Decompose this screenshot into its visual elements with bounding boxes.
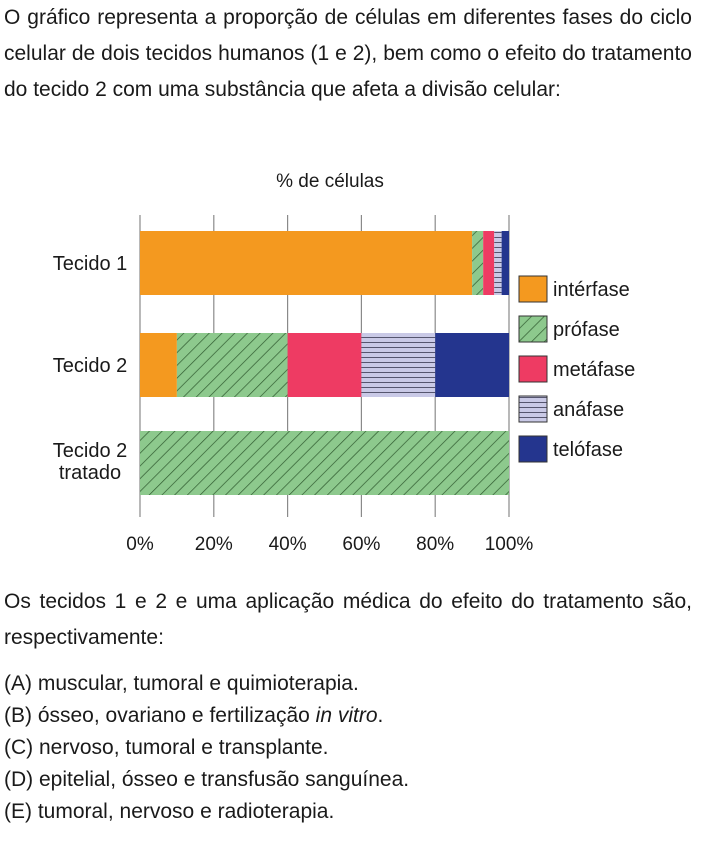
bar-segment — [472, 231, 484, 295]
bar-segment — [140, 431, 509, 495]
chart-title: % de células — [276, 171, 384, 192]
question-paragraph: Os tecidos 1 e 2 e uma aplicação médica … — [4, 590, 692, 649]
category-label: Tecido 1 — [53, 253, 128, 275]
x-tick-label: 0% — [126, 534, 154, 555]
intro-paragraph: O gráfico representa a proporção de célu… — [4, 6, 692, 101]
answer-option[interactable]: (B) ósseo, ovariano e fertilização in vi… — [4, 700, 694, 732]
answer-option[interactable]: (D) epitelial, ósseo e transfusão sanguí… — [4, 764, 694, 796]
category-label: tratado — [59, 462, 121, 484]
bar-segment — [483, 231, 495, 295]
option-letter: (C) — [4, 736, 39, 759]
answer-options: (A) muscular, tumoral e quimioterapia. (B… — [4, 668, 694, 828]
legend-swatch — [518, 315, 548, 343]
legend-swatch — [518, 275, 548, 303]
bar-segment — [435, 333, 509, 397]
option-text: tumoral, nervoso e radioterapia. — [37, 800, 335, 823]
x-tick-label: 100% — [485, 534, 534, 555]
x-tick-label: 20% — [195, 534, 233, 555]
option-text: ósseo, ovariano e fertilização — [37, 704, 316, 727]
legend-swatch — [518, 395, 548, 423]
bar-segment — [501, 231, 509, 295]
x-tick-label: 80% — [416, 534, 454, 555]
bar-segment — [361, 333, 436, 397]
answer-option[interactable]: (E) tumoral, nervoso e radioterapia. — [4, 796, 694, 828]
bar-segment — [494, 231, 502, 295]
category-label: Tecido 2 — [53, 355, 128, 377]
bar-segment — [176, 333, 288, 397]
legend-label: prófase — [553, 319, 620, 341]
option-text: in vitro — [315, 704, 378, 727]
option-text: muscular, tumoral e quimioterapia. — [37, 672, 359, 695]
bar-segment — [140, 333, 177, 397]
category-label: Tecido 2 — [53, 440, 128, 462]
legend-label: intérfase — [553, 279, 630, 301]
bar-segment — [287, 333, 362, 397]
option-letter: (A) — [4, 672, 38, 695]
option-letter: (D) — [4, 768, 39, 791]
x-tick-label: 60% — [342, 534, 380, 555]
legend-label: metáfase — [553, 359, 635, 381]
legend-swatch — [518, 435, 548, 463]
option-letter: (E) — [4, 800, 38, 823]
legend-label: telófase — [553, 439, 623, 461]
option-text: epitelial, ósseo e transfusão sanguínea. — [39, 768, 410, 791]
option-text: nervoso, tumoral e transplante. — [39, 736, 329, 759]
legend-label: anáfase — [553, 399, 624, 421]
bar-segment — [140, 231, 473, 295]
option-letter: (B) — [4, 704, 38, 727]
answer-option[interactable]: (A) muscular, tumoral e quimioterapia. — [4, 668, 694, 700]
x-tick-label: 40% — [269, 534, 307, 555]
option-text: . — [377, 704, 384, 727]
legend-swatch — [518, 355, 548, 383]
answer-option[interactable]: (C) nervoso, tumoral e transplante. — [4, 732, 694, 764]
